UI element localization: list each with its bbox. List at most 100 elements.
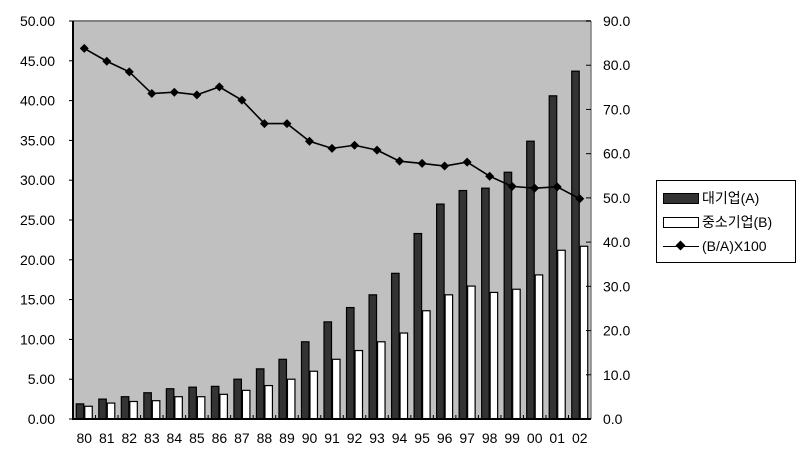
bar-small-firms	[286, 378, 296, 420]
ratio-marker-diamond-icon	[350, 140, 360, 150]
bar-small-firms	[129, 400, 138, 420]
bar-large-firms	[278, 358, 288, 420]
bar-large-firms	[98, 398, 107, 420]
bar-large-firms	[143, 392, 152, 420]
y2-axis-tick-label: 60.0	[603, 146, 630, 162]
series-small-firms-bars	[84, 245, 589, 420]
x-axis-tick-label: 98	[482, 430, 498, 446]
bar-large-firms	[481, 187, 490, 420]
x-axis-tick-label: 88	[257, 430, 273, 446]
x-axis-tick-label: 94	[392, 430, 408, 446]
ratio-marker-diamond-icon	[192, 90, 202, 100]
ratio-marker-diamond-icon	[282, 119, 292, 129]
y2-axis-tick-label: 20.0	[603, 323, 630, 339]
y2-axis-tick-label: 0.0	[603, 411, 623, 427]
legend-swatch-line-diamond-icon	[663, 241, 699, 252]
bar-small-firms	[106, 402, 116, 420]
bar-large-firms	[390, 272, 400, 420]
ratio-marker-diamond-icon	[462, 157, 472, 167]
ratio-marker-diamond-icon	[417, 158, 427, 168]
bar-large-firms	[526, 140, 535, 420]
bar-small-firms	[399, 332, 409, 420]
bar-small-firms	[84, 405, 93, 420]
legend-item-ratio: (B/A)X100	[663, 236, 767, 256]
bar-large-firms	[436, 203, 445, 420]
bar-small-firms	[557, 249, 566, 420]
y2-axis-tick-label: 40.0	[603, 234, 630, 250]
y-axis-tick-label: 40.00	[20, 93, 55, 109]
legend-label: 대기업(A)	[702, 190, 760, 206]
ratio-marker-diamond-icon	[169, 87, 179, 97]
x-axis-tick-label: 02	[572, 430, 588, 446]
bar-large-firms	[300, 341, 310, 420]
legend: 대기업(A) 중소기업(B) (B/A)X100	[656, 180, 796, 263]
bar-large-firms	[368, 294, 378, 420]
ratio-marker-diamond-icon	[372, 145, 382, 155]
x-axis-tick-label: 86	[212, 430, 228, 446]
x-axis-tick-label: 90	[302, 430, 318, 446]
ratio-marker-diamond-icon	[440, 161, 450, 171]
bar-large-firms	[75, 403, 85, 420]
y-axis-tick-label: 30.00	[20, 172, 55, 188]
x-axis-tick-label: 81	[99, 430, 115, 446]
bar-large-firms	[458, 189, 468, 420]
x-axis-tick-label: 96	[437, 430, 453, 446]
bar-large-firms	[255, 368, 265, 420]
x-axis-tick-label: 91	[324, 430, 340, 446]
y-axis-tick-label: 45.00	[20, 53, 55, 69]
ratio-marker-diamond-icon	[395, 156, 405, 166]
y2-axis-tick-label: 80.0	[603, 57, 630, 73]
bar-small-firms	[241, 389, 251, 420]
x-axis-tick-label: 85	[189, 430, 205, 446]
y-axis-tick-label: 10.00	[20, 331, 55, 347]
x-axis-tick-label: 83	[144, 430, 160, 446]
ratio-marker-diamond-icon	[530, 183, 540, 193]
y-axis-tick-label: 20.00	[20, 252, 55, 268]
y2-axis-tick-label: 50.0	[603, 190, 630, 206]
series-large-firms-bars	[75, 70, 580, 420]
bar-small-firms	[444, 294, 454, 420]
bar-large-firms	[413, 232, 423, 420]
legend-item-small-firms: 중소기업(B)	[663, 212, 772, 232]
bar-small-firms	[331, 358, 341, 420]
ratio-marker-diamond-icon	[124, 67, 134, 77]
x-axis-tick-label: 95	[414, 430, 430, 446]
ratio-marker-diamond-icon	[214, 82, 224, 92]
ratio-marker-diamond-icon	[304, 136, 314, 146]
ratio-marker-diamond-icon	[327, 143, 337, 153]
ratio-marker-diamond-icon	[575, 194, 585, 204]
x-axis-tick-label: 99	[504, 430, 520, 446]
bar-large-firms	[503, 171, 513, 420]
y2-axis-tick-label: 30.0	[603, 278, 630, 294]
ratio-marker-diamond-icon	[259, 119, 269, 129]
y-axis-tick-label: 25.00	[20, 212, 55, 228]
y-axis-tick-label: 50.00	[20, 13, 55, 29]
y2-axis-tick-label: 70.0	[603, 101, 630, 117]
x-axis-tick-label: 97	[459, 430, 475, 446]
x-axis-tick-label: 93	[369, 430, 385, 446]
bar-small-firms	[467, 285, 476, 420]
bar-small-firms	[354, 349, 364, 420]
x-axis-tick-label: 87	[234, 430, 250, 446]
legend-label: (B/A)X100	[702, 238, 767, 254]
ratio-marker-diamond-icon	[147, 89, 157, 99]
bar-large-firms	[323, 321, 333, 420]
legend-swatch-dark-bar-icon	[663, 192, 699, 204]
ratio-marker-diamond-icon	[237, 95, 247, 105]
bar-small-firms	[174, 396, 183, 420]
ratio-marker-diamond-icon	[507, 181, 517, 191]
x-axis-tick-label: 00	[527, 430, 543, 446]
bar-large-firms	[548, 95, 558, 420]
bar-small-firms	[376, 341, 386, 420]
bar-large-firms	[345, 306, 355, 420]
ratio-marker-diamond-icon	[79, 43, 89, 53]
y-axis-tick-label: 35.00	[20, 132, 55, 148]
x-axis-tick-label: 80	[76, 430, 92, 446]
x-axis-tick-label: 92	[347, 430, 363, 446]
ratio-marker-diamond-icon	[552, 182, 562, 192]
ratio-marker-diamond-icon	[485, 171, 495, 181]
bar-small-firms	[421, 310, 431, 420]
y-axis-tick-label: 5.00	[28, 371, 55, 387]
x-axis-tick-label: 89	[279, 430, 295, 446]
bar-small-firms	[489, 291, 499, 420]
